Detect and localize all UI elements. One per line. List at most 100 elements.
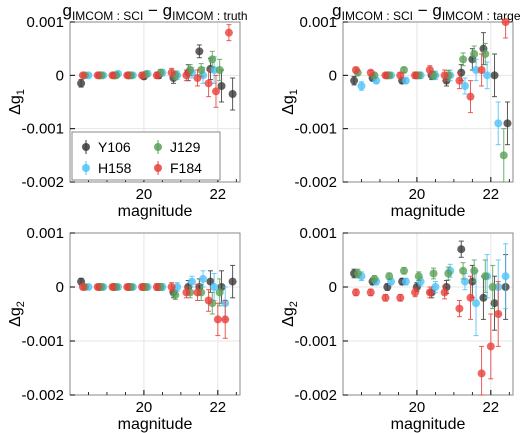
y-axis-label-sub: 2	[288, 301, 300, 307]
title-subscript-1: IMCOM : SCI	[342, 9, 413, 23]
data-point	[152, 283, 161, 291]
x-tick-label: 20	[136, 186, 153, 203]
data-point	[429, 269, 438, 278]
data-point	[396, 71, 405, 80]
y-tick-label: -0.001	[21, 333, 64, 350]
data-point	[351, 66, 360, 74]
data-point	[366, 288, 375, 297]
data-point	[204, 296, 213, 305]
data-point	[353, 269, 362, 278]
data-point	[204, 79, 213, 88]
y-axis-label-sub: 1	[288, 89, 300, 95]
data-point	[370, 274, 379, 283]
data-point	[152, 71, 161, 80]
title-subscript-2: IMCOM : target	[442, 9, 520, 23]
data-point	[228, 277, 237, 286]
y-tick-label: 0	[56, 279, 64, 296]
series-J129	[80, 50, 224, 82]
data-point	[481, 272, 490, 281]
x-axis-label: magnitude	[118, 416, 193, 433]
series-F184	[78, 24, 233, 108]
data-point	[93, 71, 102, 80]
data-point	[78, 71, 87, 80]
data-point	[470, 50, 479, 58]
y-axis-label: Δg1	[7, 89, 27, 115]
y-tick-label: -0.001	[294, 121, 337, 138]
data-point	[351, 288, 360, 297]
data-point	[459, 55, 468, 64]
y-axis-label-main: Δg	[7, 95, 24, 115]
data-point	[479, 293, 488, 302]
data-point	[486, 342, 495, 351]
series-J129	[353, 259, 497, 310]
title-minus-g: − g	[143, 1, 172, 20]
data-point	[490, 71, 499, 80]
data-point	[385, 272, 394, 281]
y-axis-label-main: Δg	[280, 95, 297, 115]
legend: Y106 H158 J129 F184	[71, 131, 221, 181]
series-F184	[351, 275, 503, 396]
x-tick-label: 20	[409, 399, 426, 416]
legend-label-J129: J129	[170, 139, 201, 155]
data-point	[490, 299, 499, 308]
data-point	[483, 71, 492, 80]
data-point	[503, 119, 512, 128]
data-point	[224, 28, 233, 37]
panel-bottom-left: 20 22 -0.002 -0.001 0 0.001 magnitude Δg2	[7, 225, 241, 433]
data-point	[460, 82, 469, 90]
data-point	[481, 50, 490, 58]
data-point	[195, 47, 204, 56]
data-point	[210, 283, 219, 291]
data-point	[381, 71, 390, 80]
data-point	[399, 266, 408, 275]
legend-label-Y106: Y106	[98, 139, 131, 155]
y-axis-label-sub: 1	[15, 89, 27, 95]
data-point	[457, 245, 466, 254]
data-point	[193, 74, 202, 82]
y-axis-label-main: Δg	[7, 307, 24, 327]
legend-label-H158: H158	[98, 160, 132, 176]
title-g: g	[63, 1, 72, 20]
data-point	[357, 82, 366, 90]
data-point	[217, 82, 226, 90]
data-point	[213, 315, 222, 324]
y-tick-label: 0	[329, 67, 337, 84]
data-point	[167, 283, 176, 291]
data-point	[182, 71, 191, 80]
data-point	[466, 92, 475, 101]
data-point	[381, 293, 390, 302]
data-point	[494, 119, 503, 128]
legend-label-F184: F184	[170, 160, 202, 176]
plot-frame	[69, 21, 241, 183]
data-point	[221, 315, 230, 324]
series-F184	[78, 282, 230, 339]
y-tick-label: 0.001	[299, 225, 337, 242]
x-axis-label: magnitude	[118, 203, 193, 220]
y-tick-label: -0.002	[21, 387, 64, 404]
data-point	[425, 66, 434, 74]
y-tick-label: 0	[329, 279, 337, 296]
series-F184	[351, 18, 510, 114]
data-point	[210, 66, 219, 74]
data-point	[440, 288, 449, 297]
legend-marker	[82, 164, 90, 172]
y-tick-label: -0.002	[294, 387, 337, 404]
data-point	[396, 293, 405, 302]
data-point	[501, 18, 510, 26]
title-g: g	[332, 1, 341, 20]
data-point	[401, 76, 410, 85]
series-J129	[80, 278, 224, 315]
data-point	[123, 283, 132, 291]
y-tick-label: 0.001	[299, 14, 337, 31]
data-point	[470, 266, 479, 275]
data-point	[138, 283, 147, 291]
series-H158	[84, 270, 230, 320]
data-point	[472, 299, 481, 308]
data-point	[414, 272, 423, 281]
legend-marker	[154, 164, 162, 172]
data-point	[499, 151, 508, 160]
x-tick-label: 22	[209, 186, 226, 203]
data-point	[228, 90, 237, 98]
data-point	[211, 87, 220, 96]
